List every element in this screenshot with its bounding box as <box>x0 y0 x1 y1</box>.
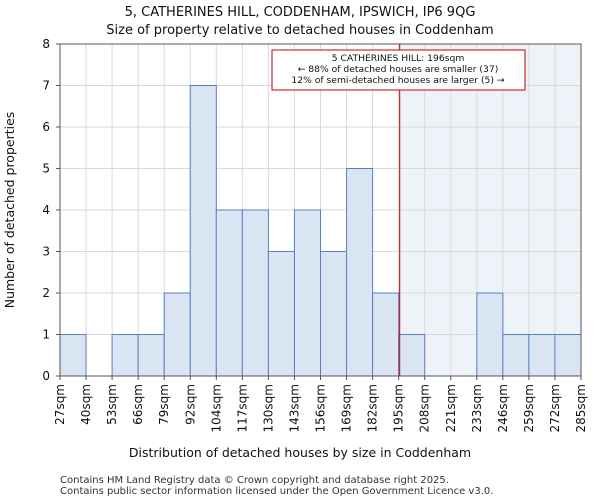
chart-title: 5, CATHERINES HILL, CODDENHAM, IPSWICH, … <box>125 5 476 20</box>
y-tick-label-7: 7 <box>42 79 50 93</box>
x-tick-label-66sqm: 66sqm <box>131 384 145 425</box>
x-tick-label-143sqm: 143sqm <box>287 384 301 432</box>
bar-143sqm <box>293 209 322 377</box>
annotation-box: 5 CATHERINES HILL: 196sqm ← 88% of detac… <box>271 49 526 91</box>
annotation-label: 5 CATHERINES HILL: 196sqm <box>332 53 465 64</box>
bar-104sqm <box>215 209 243 377</box>
bar-182sqm <box>372 292 400 377</box>
x-tick-label-117sqm: 117sqm <box>235 384 249 432</box>
y-tick-label-8: 8 <box>42 37 50 51</box>
y-tick-label-0: 0 <box>42 369 50 383</box>
x-tick-label-195sqm: 195sqm <box>392 384 406 432</box>
bar-92sqm <box>189 85 217 377</box>
y-tick-label-4: 4 <box>42 203 50 217</box>
y-tick-label-1: 1 <box>42 328 50 342</box>
x-tick-label-272sqm: 272sqm <box>548 384 562 432</box>
annotation-frame <box>271 49 526 91</box>
y-tick-label-3: 3 <box>42 245 50 259</box>
x-tick-label-92sqm: 92sqm <box>183 384 197 425</box>
annotation-larger: 12% of semi-detached houses are larger (… <box>291 75 504 86</box>
x-tick-label-27sqm: 27sqm <box>53 384 67 425</box>
bar-259sqm <box>528 334 556 377</box>
footer-licence: Contains public sector information licen… <box>60 486 493 497</box>
y-tick-label-5: 5 <box>42 162 50 176</box>
x-tick-label-130sqm: 130sqm <box>261 384 275 432</box>
bar-79sqm <box>163 292 191 377</box>
bar-272sqm <box>554 334 582 377</box>
x-tick-label-285sqm: 285sqm <box>574 384 588 432</box>
bar-130sqm <box>267 251 295 377</box>
x-tick-label-221sqm: 221sqm <box>444 384 458 432</box>
x-tick-label-169sqm: 169sqm <box>340 384 354 432</box>
x-tick-label-53sqm: 53sqm <box>105 384 119 425</box>
y-tick-label-2: 2 <box>42 286 50 300</box>
bar-27sqm <box>59 334 87 377</box>
x-tick-label-104sqm: 104sqm <box>209 384 223 432</box>
x-tick-label-40sqm: 40sqm <box>79 384 93 425</box>
bar-156sqm <box>320 251 348 377</box>
bar-66sqm <box>137 334 165 377</box>
x-tick-label-259sqm: 259sqm <box>522 384 536 432</box>
x-tick-label-208sqm: 208sqm <box>418 384 432 432</box>
bar-233sqm <box>476 292 504 377</box>
x-tick-label-156sqm: 156sqm <box>314 384 328 432</box>
bar-195sqm <box>398 334 426 377</box>
bar-246sqm <box>502 334 530 377</box>
x-tick-label-79sqm: 79sqm <box>157 384 171 425</box>
bar-53sqm <box>111 334 139 377</box>
x-axis-title: Distribution of detached houses by size … <box>129 445 471 460</box>
y-axis-title: Number of detached properties <box>2 112 17 309</box>
x-tick-label-233sqm: 233sqm <box>470 384 484 432</box>
bar-117sqm <box>241 209 269 377</box>
chart-subtitle: Size of property relative to detached ho… <box>106 23 493 38</box>
x-tick-label-182sqm: 182sqm <box>366 384 380 432</box>
bar-169sqm <box>346 168 374 377</box>
x-tick-label-246sqm: 246sqm <box>496 384 510 432</box>
footer-copyright: Contains HM Land Registry data © Crown c… <box>60 475 449 486</box>
annotation-smaller: ← 88% of detached houses are smaller (37… <box>298 64 499 75</box>
y-tick-label-6: 6 <box>42 120 50 134</box>
